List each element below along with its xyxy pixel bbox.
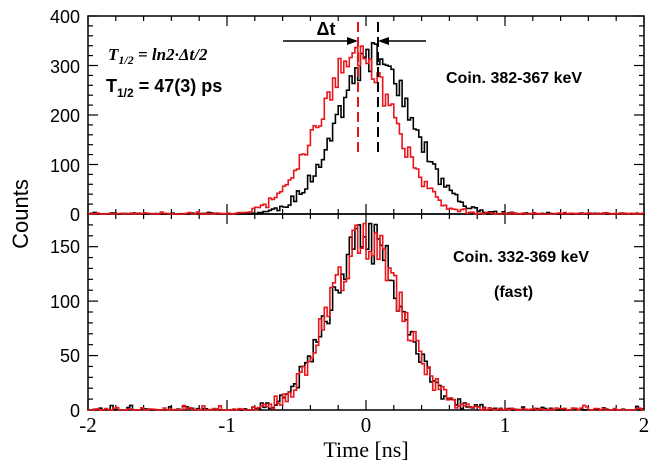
bottom-ytick-label: 0 bbox=[70, 401, 80, 421]
top-ytick-label: 300 bbox=[50, 57, 80, 77]
xtick-label: -1 bbox=[218, 413, 236, 437]
top-ytick-label: 400 bbox=[50, 7, 80, 27]
top-panel-series bbox=[88, 42, 644, 215]
bottom-ytick-label: 150 bbox=[50, 237, 80, 257]
xtick-label: -2 bbox=[79, 413, 97, 437]
half-life-result: T1/2 = 47(3) ps bbox=[106, 76, 222, 100]
bottom-panel-series bbox=[88, 222, 644, 411]
top-ytick-label: 200 bbox=[50, 106, 80, 126]
xtick-label: 2 bbox=[639, 413, 650, 437]
top-ytick-label: 0 bbox=[70, 205, 80, 225]
bottom-panel-coincidence-label: Coin. 332-369 keV bbox=[453, 249, 589, 266]
delta-t-right-arrowhead bbox=[378, 37, 389, 45]
x-axis-title: Time [ns] bbox=[323, 437, 408, 462]
xtick-label: 0 bbox=[361, 413, 372, 437]
bottom-series-red-histogram bbox=[88, 222, 644, 411]
y-axis-title: Counts bbox=[8, 179, 33, 249]
half-life-formula: T1/2 = ln2·Δt/2 bbox=[108, 45, 208, 67]
delta-t-left-arrowhead bbox=[347, 37, 358, 45]
top-panel-coincidence-label: Coin. 382-367 keV bbox=[446, 70, 582, 87]
top-series-black-histogram bbox=[88, 42, 644, 215]
bottom-ytick-label: 50 bbox=[60, 346, 80, 366]
bottom-panel-fast-label: (fast) bbox=[494, 284, 533, 301]
top-series-red-histogram bbox=[88, 45, 644, 215]
delta-t-label: Δt bbox=[317, 19, 336, 39]
bottom-ytick-label: 100 bbox=[50, 292, 80, 312]
top-ytick-label: 100 bbox=[50, 156, 80, 176]
xtick-label: 1 bbox=[500, 413, 511, 437]
